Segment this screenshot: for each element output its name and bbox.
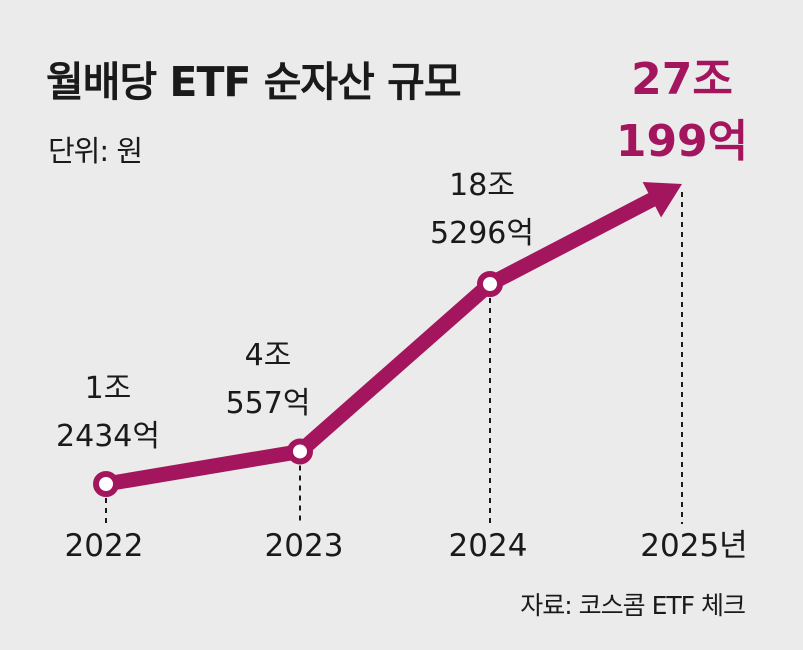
data-label: 4조 bbox=[245, 338, 292, 373]
data-label: 27조 bbox=[631, 54, 733, 105]
x-tick-label: 2023 bbox=[265, 528, 344, 564]
x-tick-label: 2025년 bbox=[640, 528, 747, 564]
data-point-2024 bbox=[477, 271, 503, 297]
source-note: 자료: 코스콤 ETF 체크 bbox=[520, 591, 746, 620]
series-line bbox=[98, 190, 663, 492]
data-label: 199억 bbox=[616, 116, 748, 167]
series-arrow-head bbox=[642, 181, 682, 218]
data-point-2023 bbox=[287, 438, 313, 465]
x-tick-label: 2022 bbox=[65, 528, 144, 564]
data-label: 557억 bbox=[226, 386, 311, 421]
data-label: 2434억 bbox=[56, 419, 160, 454]
data-label: 1조 bbox=[85, 371, 132, 406]
unit-label: 단위: 원 bbox=[48, 134, 143, 168]
data-label: 18조 bbox=[449, 168, 515, 203]
chart-title: 월배당 ETF 순자산 규모 bbox=[46, 58, 462, 106]
data-point-2022 bbox=[93, 471, 119, 497]
data-label: 5296억 bbox=[430, 216, 534, 251]
x-tick-label: 2024 bbox=[449, 528, 528, 564]
